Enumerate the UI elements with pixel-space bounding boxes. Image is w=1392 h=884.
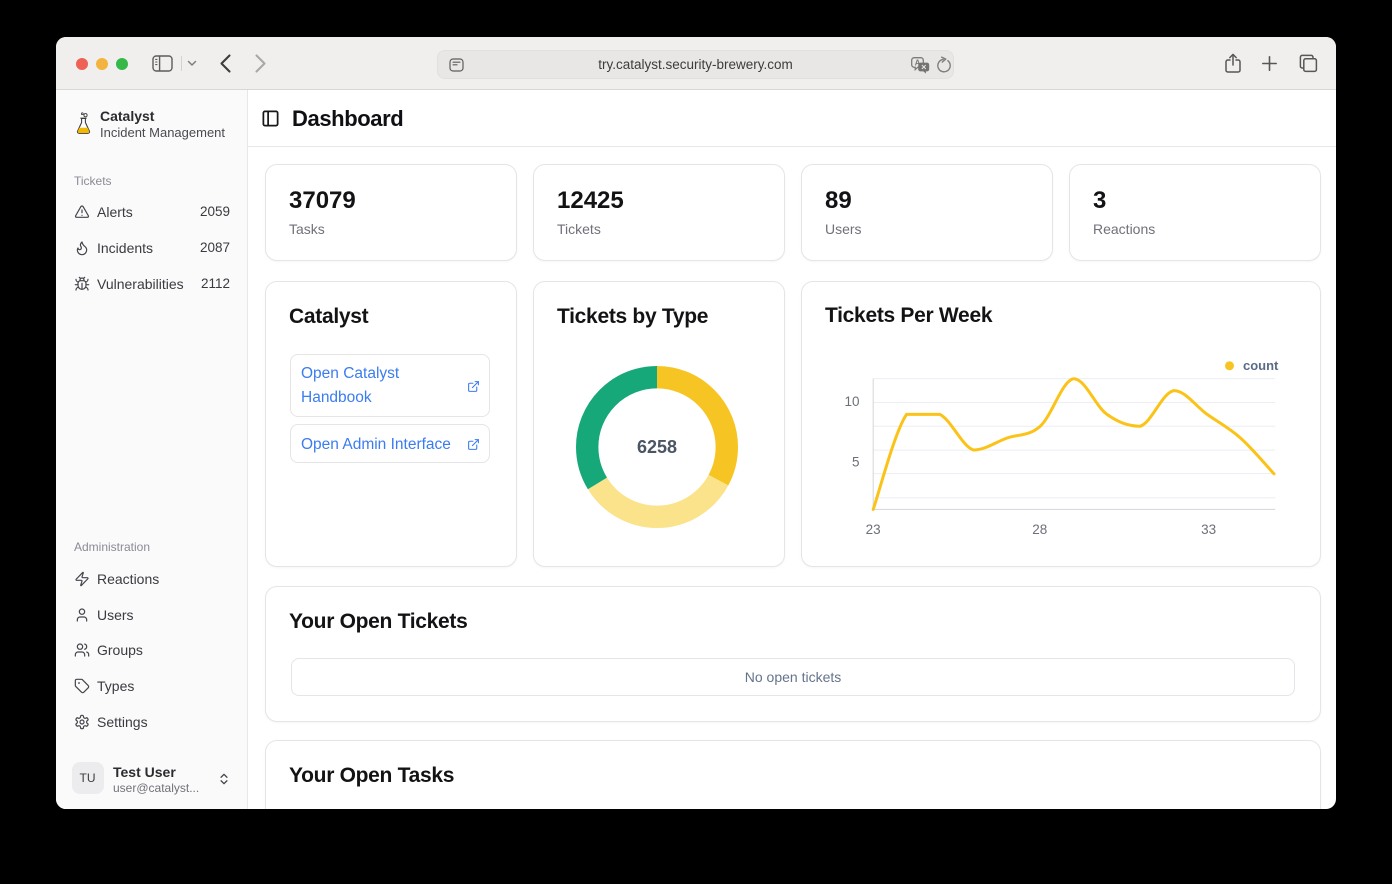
svg-text:10: 10 xyxy=(844,394,859,409)
svg-text:28: 28 xyxy=(1032,522,1047,537)
svg-text:count: count xyxy=(1243,358,1279,373)
svg-text:33: 33 xyxy=(1201,522,1216,537)
svg-text:A: A xyxy=(915,58,921,67)
svg-text:23: 23 xyxy=(866,522,881,537)
svg-text:✕: ✕ xyxy=(921,65,927,72)
svg-text:5: 5 xyxy=(852,455,860,470)
